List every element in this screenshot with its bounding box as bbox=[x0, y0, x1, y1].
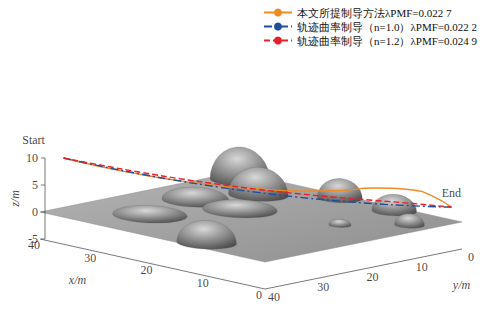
svg-text:轨迹曲率制导（n=1.2）λPMF=0.024 9: 轨迹曲率制导（n=1.2）λPMF=0.024 9 bbox=[297, 35, 478, 47]
svg-text:0: 0 bbox=[256, 288, 262, 302]
svg-text:z/m: z/m bbox=[8, 190, 22, 208]
svg-text:0: 0 bbox=[468, 250, 474, 264]
svg-text:20: 20 bbox=[367, 270, 379, 284]
svg-text:End: End bbox=[442, 186, 461, 200]
svg-text:本文所提制导方法λPMF=0.022 7: 本文所提制导方法λPMF=0.022 7 bbox=[297, 7, 452, 19]
svg-text:30: 30 bbox=[317, 280, 329, 294]
svg-text:30: 30 bbox=[84, 251, 96, 265]
svg-text:10: 10 bbox=[416, 260, 428, 274]
svg-text:y/m: y/m bbox=[452, 278, 471, 292]
svg-text:10: 10 bbox=[197, 276, 209, 290]
svg-text:0: 0 bbox=[32, 205, 38, 219]
svg-text:-5: -5 bbox=[28, 232, 38, 246]
svg-text:10: 10 bbox=[26, 151, 38, 165]
svg-text:轨迹曲率制导（n=1.0）λPMF=0.022 2: 轨迹曲率制导（n=1.0）λPMF=0.022 2 bbox=[297, 21, 477, 33]
svg-text:Start: Start bbox=[22, 133, 45, 147]
svg-text:20: 20 bbox=[141, 263, 153, 277]
svg-text:40: 40 bbox=[268, 290, 280, 304]
svg-text:x/m: x/m bbox=[68, 273, 87, 287]
svg-text:5: 5 bbox=[32, 178, 38, 192]
